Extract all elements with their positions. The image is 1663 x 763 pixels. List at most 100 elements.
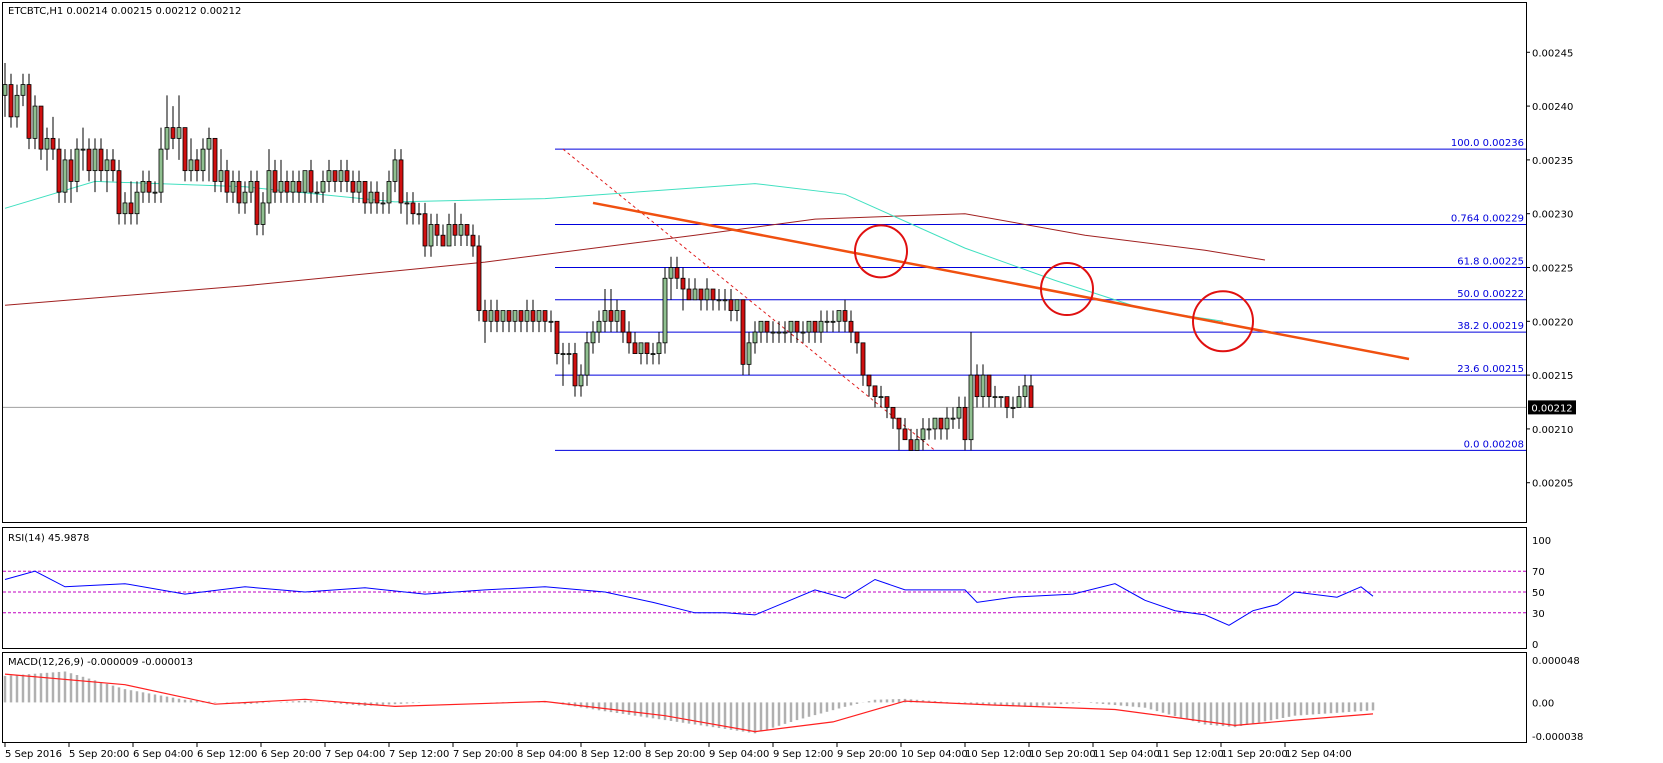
candle (62, 149, 68, 203)
candle (848, 310, 854, 343)
candle (830, 310, 836, 333)
candle-body-bull (548, 320, 554, 323)
candle (554, 320, 560, 365)
candle-body-bull (788, 320, 794, 333)
candle-body-bull (602, 310, 608, 322)
candle-body-bull (206, 137, 212, 150)
candle-body-bear (902, 428, 908, 441)
macd-y-tick-label: 0.00 (1532, 698, 1554, 709)
fib-level-label: 100.0 0.00236 (1451, 138, 1524, 149)
candle-body-bull (692, 288, 698, 301)
candle (86, 138, 92, 182)
current-price-box (1528, 400, 1576, 415)
candle-body-bull (104, 159, 110, 172)
candle (356, 170, 362, 203)
candle-body-bull (662, 277, 668, 344)
candle (950, 407, 956, 429)
x-tick-label: 6 Sep 12:00 (197, 749, 257, 760)
candle-body-bull (926, 428, 932, 431)
candle-body-bull (590, 331, 596, 344)
candle-body-bull (668, 267, 674, 279)
x-tick-label: 7 Sep 04:00 (325, 749, 385, 760)
candle-body-bull (446, 224, 452, 247)
x-tick-label: 6 Sep 04:00 (133, 749, 193, 760)
x-tick-label: 10 Sep 04:00 (901, 749, 968, 760)
candle (380, 192, 386, 214)
resistance-trendline (592, 201, 1410, 361)
candle (398, 149, 404, 214)
candle (932, 417, 938, 440)
candle (32, 95, 38, 150)
candle (878, 385, 884, 408)
candle-body-bull (152, 191, 158, 194)
candle-body-bear (182, 127, 188, 172)
x-tick-label: 11 Sep 12:00 (1157, 749, 1224, 760)
candle (1028, 375, 1034, 408)
candle-body-bear (350, 181, 356, 193)
candle-body-bear (362, 181, 368, 204)
candle (590, 321, 596, 354)
candle (326, 159, 332, 193)
candle-body-bull (158, 148, 164, 193)
candle-body-bull (830, 320, 836, 323)
fib-level-label: 0.0 0.00208 (1464, 439, 1524, 450)
candle (218, 149, 224, 193)
candle (860, 342, 866, 386)
candle (800, 321, 806, 343)
candle (50, 116, 56, 160)
candle (884, 396, 890, 419)
current-price-label: 0.00212 (1531, 403, 1572, 414)
candle-body-bear (98, 148, 104, 172)
fib-level-label: 0.764 0.00229 (1451, 213, 1524, 224)
candle-body-bull (134, 191, 140, 215)
candle (656, 332, 662, 365)
candle (8, 73, 14, 128)
candle-body-bear (116, 170, 122, 215)
candle-body-bull (230, 181, 236, 193)
candle-body-bear (284, 181, 290, 193)
y-tick-label: 0.00245 (1532, 48, 1573, 59)
candle (404, 192, 410, 225)
candle (74, 138, 80, 193)
rsi-panel-content (3, 570, 1526, 626)
ma-fast-line (4, 180, 1224, 322)
candle (386, 170, 392, 214)
candle-body-bear (212, 137, 218, 182)
macd-panel-label: MACD(12,26,9) -0.000009 -0.000013 (8, 657, 193, 668)
candle (452, 202, 458, 246)
candle (206, 127, 212, 182)
candle (194, 149, 200, 182)
candle-body-bull (818, 320, 824, 333)
candle (698, 288, 704, 311)
candle-body-bull (704, 288, 710, 301)
x-tick-label: 12 Sep 04:00 (1285, 749, 1352, 760)
trendline-test-circle (1192, 290, 1254, 353)
trendline-test-circle (854, 224, 908, 279)
candle-body-bear (962, 406, 968, 441)
candle-body-bull (536, 310, 542, 322)
candle (518, 310, 524, 333)
candle (770, 321, 776, 343)
candle (368, 181, 374, 214)
x-tick-label: 10 Sep 20:00 (1029, 749, 1096, 760)
candle-body-bull (596, 320, 602, 333)
candle-body-bear (374, 191, 380, 204)
candle-body-bull (776, 331, 782, 334)
candle (482, 299, 488, 343)
candles (2, 63, 1034, 451)
candle (38, 105, 44, 160)
candle-body-bull (878, 396, 884, 399)
candle-body-bull (932, 417, 938, 430)
candle-body-bear (8, 84, 14, 118)
candle (602, 289, 608, 333)
candle-body-bear (542, 310, 548, 322)
candle-body-bear (812, 320, 818, 333)
candle (26, 73, 32, 150)
candle-body-bull (380, 202, 386, 205)
candle-body-bear (674, 267, 680, 279)
candle-body-bull (32, 105, 38, 139)
ma-slow-line (4, 213, 1266, 306)
x-tick-label: 5 Sep 2016 (5, 749, 62, 760)
candle-body-bull (512, 310, 518, 322)
